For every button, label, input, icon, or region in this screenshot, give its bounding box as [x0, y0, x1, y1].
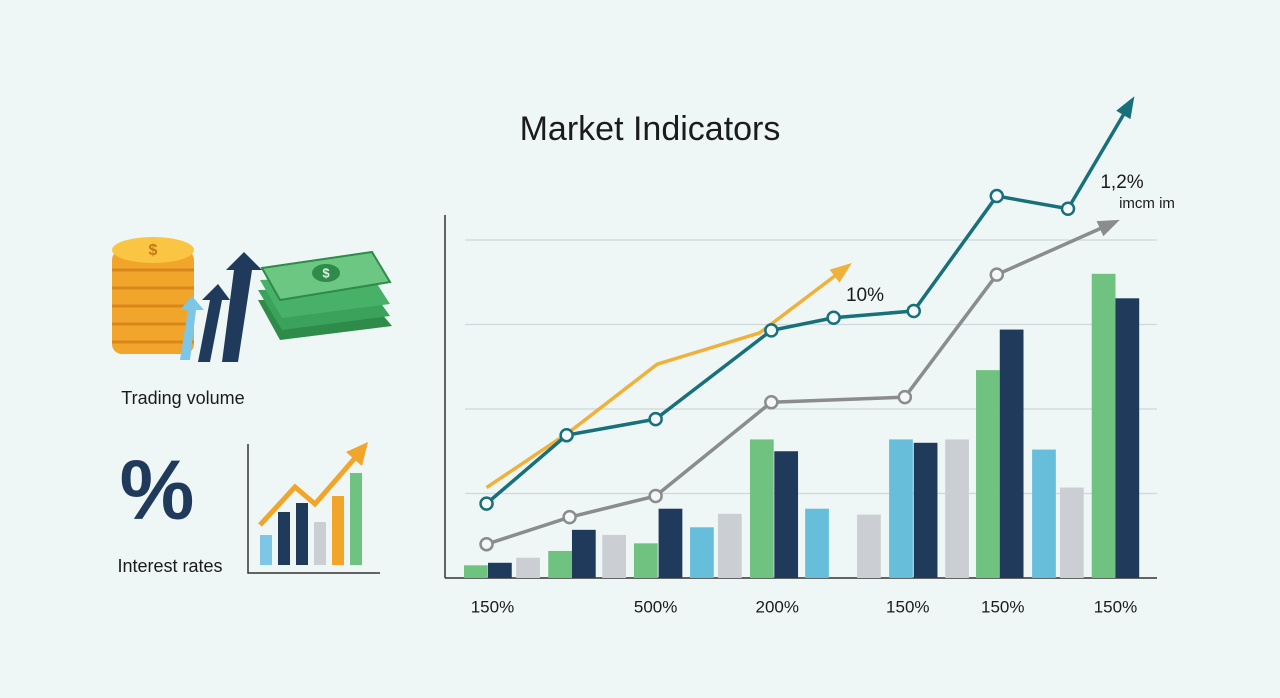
side-label: Interest rates: [117, 556, 222, 576]
bar: [805, 508, 829, 578]
x-tick-label: 150%: [471, 597, 514, 616]
bar: [1091, 273, 1116, 578]
mini-chart-icon: [247, 442, 380, 574]
arrowhead: [1116, 96, 1135, 120]
annotation: 10%: [846, 285, 884, 306]
line-point: [1060, 201, 1076, 216]
x-tick-label: 200%: [756, 597, 799, 616]
bar: [548, 550, 572, 578]
x-tick-label: 150%: [886, 597, 929, 616]
bar: [516, 557, 540, 578]
line-point: [826, 310, 841, 325]
x-tick-label: 150%: [1094, 597, 1137, 616]
arrowhead: [829, 263, 852, 283]
bar: [658, 508, 683, 578]
bar: [999, 329, 1024, 578]
bar: [1032, 449, 1056, 578]
coins-icon: $: [112, 237, 262, 362]
annotation: 1,2%: [1100, 172, 1143, 193]
line-point: [764, 394, 779, 410]
line-point: [648, 488, 663, 504]
money-icon: $: [258, 250, 392, 340]
svg-text:$: $: [149, 242, 158, 259]
annotation: imcm im: [1119, 195, 1175, 212]
bar: [717, 513, 742, 578]
arrowhead: [1096, 219, 1120, 237]
line-point: [897, 389, 913, 405]
bar: [463, 565, 488, 578]
bar: [1115, 298, 1140, 578]
line-point: [479, 536, 494, 552]
bar: [488, 562, 512, 578]
line-point: [764, 323, 779, 338]
bar: [976, 370, 1000, 578]
line-point: [989, 267, 1005, 282]
bar: [749, 439, 774, 578]
bar: [571, 529, 596, 578]
chart-title: Market Indicators: [520, 110, 781, 148]
side-symbol: %: [120, 443, 195, 537]
bar: [633, 543, 658, 578]
line: [485, 266, 847, 490]
line-point: [562, 509, 577, 525]
bar: [690, 527, 714, 578]
line-point: [906, 303, 921, 319]
bar: [774, 451, 799, 578]
bar: [889, 439, 913, 578]
svg-text:$: $: [322, 265, 330, 280]
line-point: [479, 496, 494, 511]
bar: [857, 514, 881, 578]
bar: [945, 439, 969, 578]
x-tick-label: 500%: [634, 597, 677, 616]
bar: [602, 534, 626, 578]
side-label: Trading volume: [121, 388, 244, 408]
line-point: [648, 411, 663, 427]
bar: [913, 442, 938, 578]
bar: [1059, 487, 1084, 578]
x-tick-label: 150%: [981, 597, 1024, 616]
line-point: [559, 427, 574, 443]
line-point: [989, 188, 1005, 204]
